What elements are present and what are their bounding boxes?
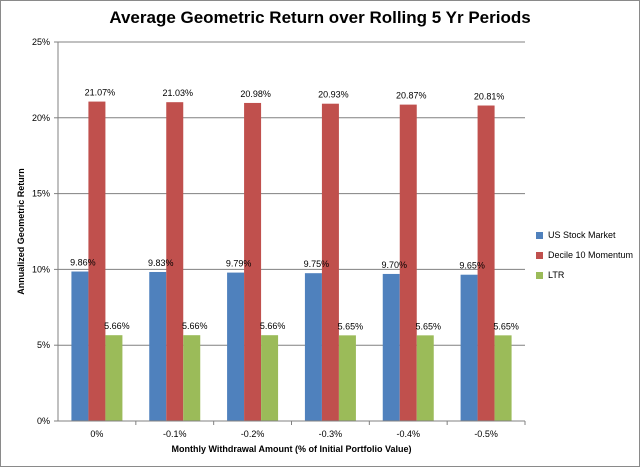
data-label: 5.65% xyxy=(415,321,441,331)
data-label: 5.66% xyxy=(104,321,130,331)
legend-item: US Stock Market xyxy=(536,225,633,245)
x-tick-label: -0.4% xyxy=(396,429,420,439)
bar xyxy=(382,273,400,421)
y-tick-label: 0% xyxy=(37,416,50,426)
data-label: 20.81% xyxy=(474,92,505,102)
data-label: 20.87% xyxy=(396,91,427,101)
x-tick-label: -0.2% xyxy=(241,429,265,439)
y-axis-label: Annualized Geometric Return xyxy=(16,168,26,295)
legend-swatch xyxy=(536,231,543,239)
y-tick-label: 10% xyxy=(32,264,50,274)
legend-item: Decile 10 Momentum xyxy=(536,245,633,265)
bar xyxy=(227,272,245,421)
x-tick-label: 0% xyxy=(90,429,103,439)
legend-swatch xyxy=(536,271,543,279)
x-axis-ticks: 0% -0.1% -0.2% -0.3% -0.4% -0.5% xyxy=(90,421,526,439)
y-tick-label: 25% xyxy=(32,37,50,47)
data-labels: 9.86% 21.07% 5.66% 9.83% 21.03% 5.66% 9.79% 20.… xyxy=(70,88,519,332)
legend: US Stock Market Decile 10 Momentum LTR xyxy=(536,225,633,285)
legend-label: US Stock Market xyxy=(548,230,616,240)
bar xyxy=(71,271,89,421)
bar xyxy=(460,274,478,421)
bar xyxy=(304,273,322,421)
bar xyxy=(105,335,123,421)
data-label: 5.66% xyxy=(182,321,208,331)
legend-swatch xyxy=(536,251,543,259)
x-tick-label: -0.3% xyxy=(319,429,343,439)
bar xyxy=(494,335,512,421)
y-tick-label: 15% xyxy=(32,189,50,199)
data-label: 9.79% xyxy=(226,259,252,269)
bar xyxy=(338,335,356,421)
data-label: 20.98% xyxy=(240,89,271,99)
bar xyxy=(261,335,279,421)
y-tick-label: 5% xyxy=(37,340,50,350)
data-label: 9.70% xyxy=(381,260,407,270)
data-label: 21.03% xyxy=(162,88,193,98)
data-label: 5.66% xyxy=(260,321,286,331)
bar xyxy=(321,103,339,421)
legend-label: Decile 10 Momentum xyxy=(548,250,634,260)
chart-title: Average Geometric Return over Rolling 5 … xyxy=(109,8,531,27)
data-label: 9.86% xyxy=(70,258,96,268)
data-label: 5.65% xyxy=(493,321,519,331)
x-tick-label: -0.1% xyxy=(163,429,187,439)
x-tick-label: -0.5% xyxy=(474,429,498,439)
bar xyxy=(399,104,417,421)
data-label: 20.93% xyxy=(318,90,349,100)
gridlines xyxy=(58,41,525,346)
legend-item: LTR xyxy=(536,265,633,285)
y-tick-label: 20% xyxy=(32,113,50,123)
data-label: 5.65% xyxy=(338,321,364,331)
data-label: 9.65% xyxy=(459,261,485,271)
bar xyxy=(149,271,167,421)
bars xyxy=(71,101,512,422)
data-label: 9.75% xyxy=(304,259,330,269)
x-axis-label: Monthly Withdrawal Amount (% of Initial … xyxy=(171,444,411,454)
bar xyxy=(416,335,434,421)
y-axis-ticks: 0% 5% 10% 15% 20% 25% xyxy=(32,37,58,426)
bar xyxy=(88,101,106,421)
bar xyxy=(166,102,184,421)
data-label: 21.07% xyxy=(85,88,116,98)
legend-label: LTR xyxy=(548,270,565,280)
bar xyxy=(477,105,495,422)
bar xyxy=(244,102,262,421)
bar xyxy=(183,335,201,421)
data-label: 9.83% xyxy=(148,258,174,268)
